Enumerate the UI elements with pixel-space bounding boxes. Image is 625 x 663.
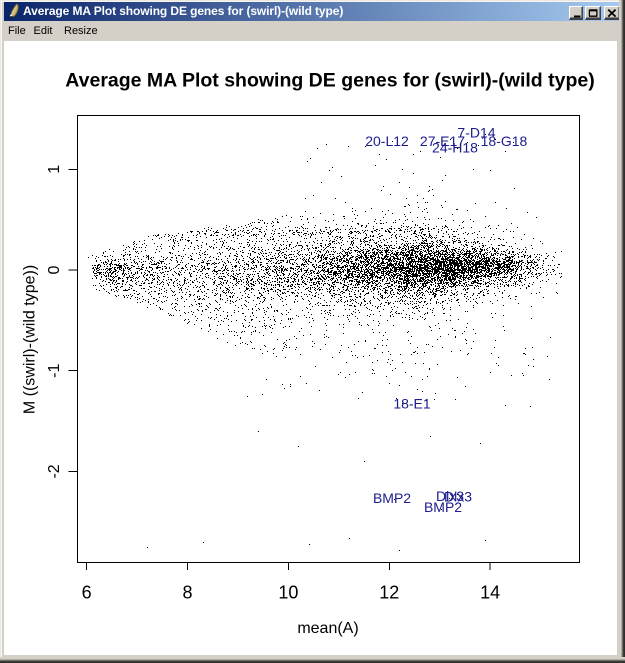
svg-text:-2: -2 <box>46 464 63 478</box>
svg-text:8: 8 <box>182 583 192 603</box>
svg-text:12: 12 <box>379 583 399 603</box>
svg-text:1: 1 <box>46 165 63 174</box>
svg-text:Dlx3: Dlx3 <box>436 488 464 504</box>
svg-text:mean(A): mean(A) <box>297 620 358 637</box>
svg-text:18-G18: 18-G18 <box>481 133 528 149</box>
svg-text:M ((swirl)-(wild type)): M ((swirl)-(wild type)) <box>22 265 39 414</box>
svg-text:Average MA Plot showing DE gen: Average MA Plot showing DE genes for (sw… <box>65 69 594 91</box>
svg-text:Dlx3: Dlx3 <box>444 489 472 505</box>
svg-text:6: 6 <box>82 583 92 603</box>
svg-text:0: 0 <box>46 265 63 274</box>
svg-text:14: 14 <box>480 583 500 603</box>
svg-text:18-E1: 18-E1 <box>393 396 431 412</box>
svg-text:27-E17: 27-E17 <box>420 133 465 149</box>
svg-text:BMP2: BMP2 <box>373 490 411 506</box>
svg-text:7-D14: 7-D14 <box>457 125 495 141</box>
svg-text:24-H18: 24-H18 <box>432 140 478 156</box>
svg-text:10: 10 <box>278 583 298 603</box>
svg-text:20-L12: 20-L12 <box>365 133 409 149</box>
svg-text:BMP2: BMP2 <box>424 499 462 515</box>
svg-text:-1: -1 <box>46 363 63 377</box>
